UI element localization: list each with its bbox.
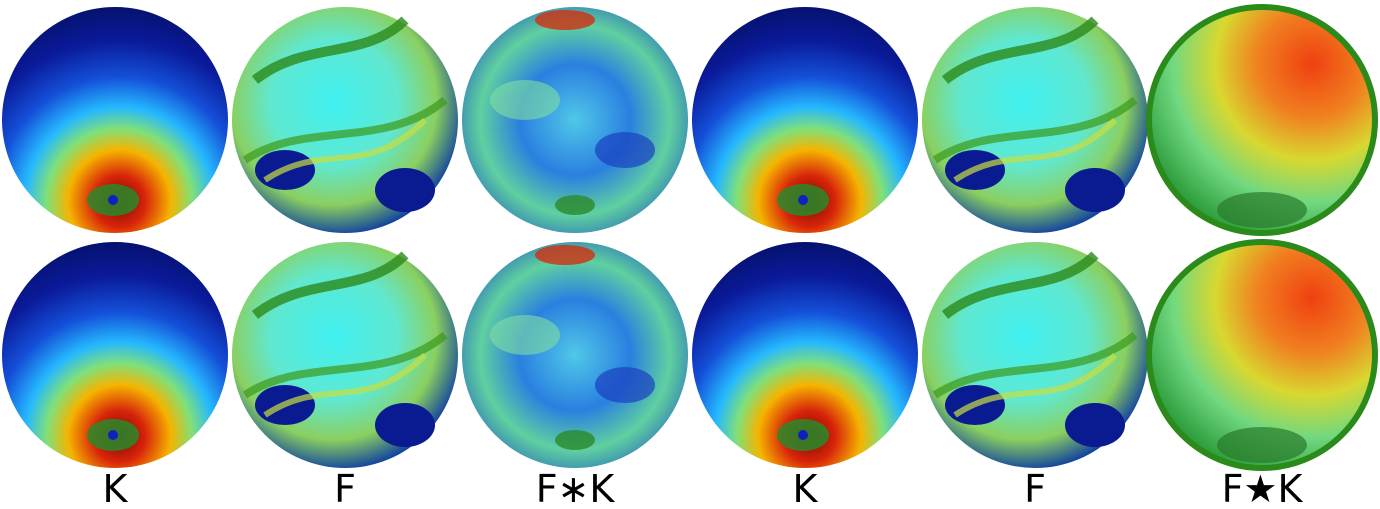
column-label: F (1024, 467, 1046, 509)
sphere-grid (2, 7, 1375, 468)
sphere (1149, 242, 1375, 468)
sphere (692, 7, 918, 233)
sphere (232, 7, 458, 233)
column-label: K (103, 467, 129, 509)
sphere (1149, 7, 1375, 233)
sphere (462, 7, 688, 233)
labels: K F F∗K K F F★K (103, 467, 1304, 509)
sphere (2, 242, 228, 468)
sphere (232, 242, 458, 468)
column-label: F★K (1222, 467, 1304, 509)
sphere (692, 242, 918, 468)
column-label: F∗K (536, 467, 616, 509)
sphere (922, 242, 1148, 468)
sphere (922, 7, 1148, 233)
sphere (2, 7, 228, 233)
column-label: F (334, 467, 356, 509)
column-label: K (793, 467, 819, 509)
sphere (462, 242, 688, 468)
